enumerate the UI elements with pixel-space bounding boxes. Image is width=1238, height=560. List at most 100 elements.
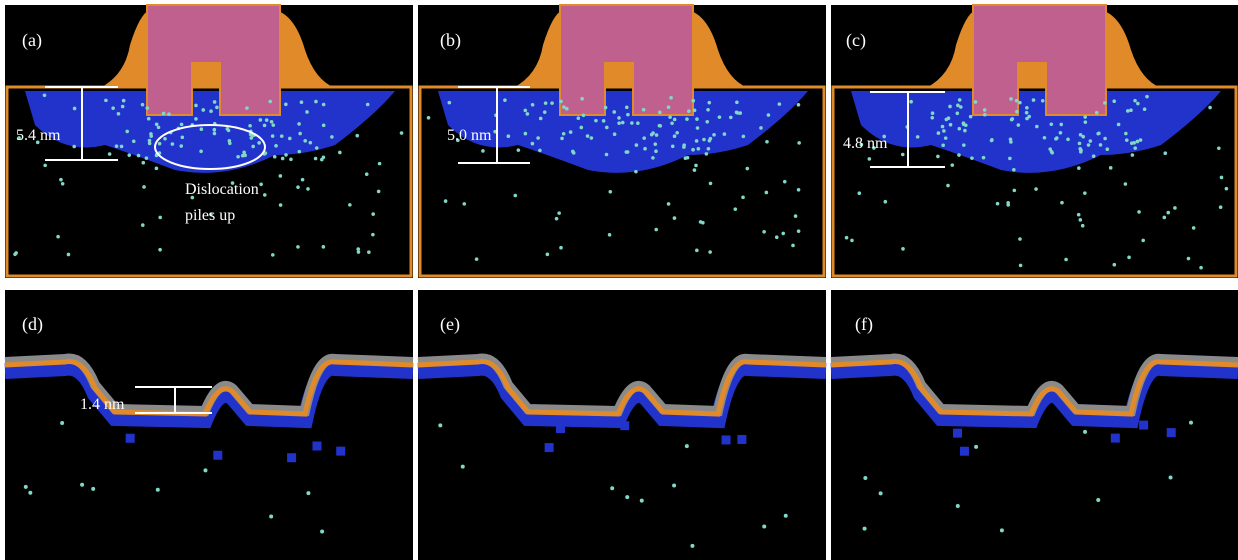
- atom: [1060, 201, 1064, 205]
- atom: [158, 248, 162, 252]
- atom: [1136, 140, 1140, 144]
- atom: [996, 202, 1000, 206]
- atom: [653, 142, 657, 146]
- atom: [707, 101, 711, 105]
- atom: [590, 136, 594, 140]
- atom: [936, 155, 940, 159]
- atom: [958, 127, 962, 131]
- atom: [557, 211, 561, 215]
- atom: [56, 235, 60, 239]
- atom: [481, 149, 485, 153]
- atom: [296, 245, 300, 249]
- atom: [1034, 187, 1038, 191]
- atom: [559, 246, 563, 250]
- atom: [958, 98, 962, 102]
- atom: [654, 228, 658, 232]
- atom: [1109, 166, 1113, 170]
- atom: [1139, 138, 1143, 142]
- atom: [946, 184, 950, 188]
- atom: [635, 143, 639, 147]
- atom: [1025, 106, 1029, 110]
- atom: [962, 123, 966, 127]
- atom: [941, 143, 945, 147]
- atom: [280, 134, 284, 138]
- atom: [366, 103, 370, 107]
- atom: [673, 216, 677, 220]
- atom: [179, 144, 183, 148]
- atom: [250, 136, 254, 140]
- atom: [155, 122, 159, 126]
- atom: [949, 123, 953, 127]
- atom: [461, 465, 465, 469]
- atom: [555, 217, 559, 221]
- atom: [685, 117, 689, 121]
- atom: [270, 120, 274, 124]
- atom: [580, 97, 584, 101]
- atom: [794, 214, 798, 218]
- atom: [684, 156, 688, 160]
- atom: [1219, 205, 1223, 209]
- atom: [608, 190, 612, 194]
- atom: [91, 487, 95, 491]
- atom: [199, 149, 203, 153]
- atom: [303, 139, 307, 143]
- atom: [73, 107, 77, 111]
- atom: [1199, 266, 1203, 270]
- atom: [320, 158, 324, 162]
- atom: [1015, 110, 1019, 114]
- atom: [562, 105, 566, 109]
- atom: [1078, 142, 1082, 146]
- atom: [526, 112, 530, 116]
- atom: [937, 131, 941, 135]
- atom: [691, 148, 695, 152]
- depth-label: 5.4 nm: [16, 127, 61, 144]
- atom: [531, 142, 535, 146]
- panel-image: [418, 290, 826, 560]
- atom: [546, 253, 550, 257]
- atom: [969, 115, 973, 119]
- atom: [695, 249, 699, 253]
- atom: [1009, 97, 1013, 101]
- atom: [694, 164, 698, 168]
- atom: [959, 105, 963, 109]
- atom: [695, 117, 699, 121]
- defect-cluster: [620, 421, 629, 430]
- atom: [203, 468, 207, 472]
- atom: [242, 151, 246, 155]
- atom: [1136, 102, 1140, 106]
- atom: [559, 100, 563, 104]
- atom: [355, 134, 359, 138]
- defect-cluster: [737, 435, 746, 444]
- atom: [1079, 150, 1083, 154]
- atom: [1010, 118, 1014, 122]
- atom: [180, 123, 184, 127]
- atom: [148, 139, 152, 143]
- atom: [24, 485, 28, 489]
- atom: [735, 100, 739, 104]
- atom: [322, 245, 326, 249]
- atom: [625, 106, 629, 110]
- atom: [667, 202, 671, 206]
- atom: [72, 145, 76, 149]
- atom: [141, 223, 145, 227]
- panel-label: (e): [440, 314, 460, 335]
- atom: [1103, 101, 1107, 105]
- atom: [315, 146, 319, 150]
- atom: [531, 103, 535, 107]
- atom: [1049, 122, 1053, 126]
- atom: [784, 514, 788, 518]
- depth-label: 5.0 nm: [447, 127, 492, 144]
- atom: [1096, 132, 1100, 136]
- atom: [733, 207, 737, 211]
- atom: [1018, 101, 1022, 105]
- atom: [738, 111, 742, 115]
- atom: [28, 491, 32, 495]
- atom: [775, 235, 779, 239]
- defect-cluster: [722, 435, 731, 444]
- atom: [868, 157, 872, 161]
- atom: [228, 142, 232, 146]
- atom: [194, 104, 198, 108]
- atom: [1225, 187, 1229, 191]
- atom: [697, 147, 701, 151]
- atom: [158, 216, 162, 220]
